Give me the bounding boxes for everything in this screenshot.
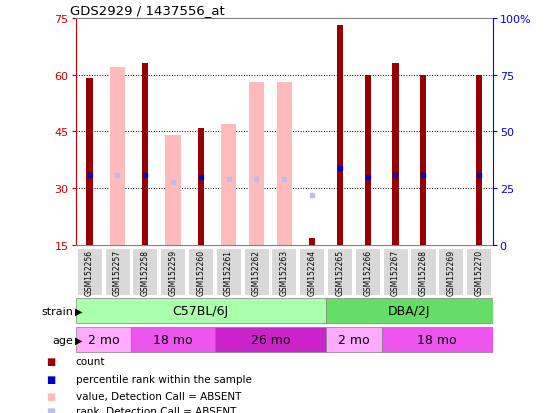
Text: GSM152270: GSM152270 xyxy=(474,250,483,296)
Bar xyxy=(420,75,426,246)
Bar xyxy=(326,299,493,323)
Bar xyxy=(337,26,343,246)
Bar xyxy=(76,299,326,323)
Text: DBA/2J: DBA/2J xyxy=(388,304,431,317)
Bar xyxy=(410,248,436,295)
Text: ■: ■ xyxy=(46,374,55,384)
Text: GSM152263: GSM152263 xyxy=(279,250,289,296)
Text: GSM152260: GSM152260 xyxy=(196,250,206,296)
Text: 2 mo: 2 mo xyxy=(338,333,370,346)
Bar xyxy=(299,248,324,295)
Bar xyxy=(77,248,102,295)
Text: 18 mo: 18 mo xyxy=(153,333,193,346)
Bar xyxy=(327,248,352,295)
Bar xyxy=(214,328,326,352)
Text: GSM152265: GSM152265 xyxy=(335,250,344,296)
Text: 2 mo: 2 mo xyxy=(87,333,119,346)
Text: age: age xyxy=(52,335,73,345)
Text: ■: ■ xyxy=(46,356,55,366)
Bar xyxy=(365,75,371,246)
Bar xyxy=(249,83,264,246)
Text: ▶: ▶ xyxy=(74,306,82,316)
Text: GSM152266: GSM152266 xyxy=(363,250,372,296)
Text: C57BL/6J: C57BL/6J xyxy=(172,304,229,317)
Text: 26 mo: 26 mo xyxy=(250,333,290,346)
Text: GSM152267: GSM152267 xyxy=(391,250,400,296)
Bar xyxy=(476,75,482,246)
Bar xyxy=(110,68,125,246)
Text: ■: ■ xyxy=(46,406,55,413)
Bar xyxy=(393,64,399,246)
Text: 18 mo: 18 mo xyxy=(417,333,457,346)
Bar xyxy=(309,238,315,246)
Text: GSM152256: GSM152256 xyxy=(85,250,94,296)
Bar xyxy=(381,328,493,352)
Bar xyxy=(132,248,157,295)
Text: rank, Detection Call = ABSENT: rank, Detection Call = ABSENT xyxy=(76,406,236,413)
Bar xyxy=(277,83,292,246)
Text: GSM152259: GSM152259 xyxy=(169,250,178,296)
Bar xyxy=(272,248,296,295)
Bar xyxy=(188,248,213,295)
Text: GSM152264: GSM152264 xyxy=(307,250,316,296)
Bar xyxy=(160,248,185,295)
Bar xyxy=(221,125,236,246)
Bar xyxy=(76,328,131,352)
Bar xyxy=(105,248,129,295)
Text: GSM152268: GSM152268 xyxy=(419,250,428,296)
Text: GSM152269: GSM152269 xyxy=(446,250,456,296)
Bar xyxy=(216,248,241,295)
Bar xyxy=(438,248,463,295)
Bar xyxy=(382,248,408,295)
Text: count: count xyxy=(76,356,105,366)
Bar xyxy=(244,248,269,295)
Bar xyxy=(165,136,180,246)
Text: ■: ■ xyxy=(46,391,55,401)
Bar xyxy=(326,328,381,352)
Text: GSM152257: GSM152257 xyxy=(113,250,122,296)
Bar xyxy=(131,328,214,352)
Text: GSM152258: GSM152258 xyxy=(141,250,150,296)
Text: value, Detection Call = ABSENT: value, Detection Call = ABSENT xyxy=(76,391,241,401)
Bar xyxy=(198,128,204,246)
Bar xyxy=(86,79,92,246)
Text: GSM152261: GSM152261 xyxy=(224,250,233,296)
Text: percentile rank within the sample: percentile rank within the sample xyxy=(76,374,251,384)
Text: ▶: ▶ xyxy=(74,335,82,345)
Text: GSM152262: GSM152262 xyxy=(252,250,261,296)
Text: strain: strain xyxy=(41,306,73,316)
Bar xyxy=(355,248,380,295)
Bar xyxy=(142,64,148,246)
Text: GDS2929 / 1437556_at: GDS2929 / 1437556_at xyxy=(70,4,225,17)
Bar xyxy=(466,248,491,295)
